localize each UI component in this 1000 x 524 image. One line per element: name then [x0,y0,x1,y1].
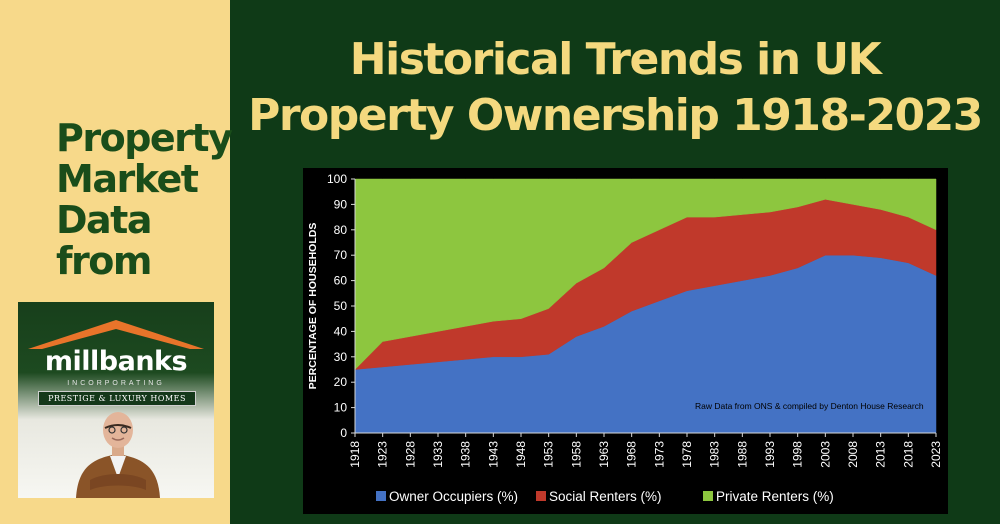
sidebar-heading-line: Market [56,157,199,201]
sidebar-heading-line: Data [56,198,153,242]
x-tick-label: 1943 [486,441,500,468]
y-tick-label: 80 [334,223,348,237]
x-tick-label: 1998 [791,441,805,468]
y-tick-label: 70 [334,248,348,262]
left-panel: Property Market Data from millbanks INCO… [0,0,233,524]
x-tick-label: 1928 [403,441,417,468]
source-annotation: Raw Data from ONS & compiled by Denton H… [695,401,924,411]
sidebar-heading-line: from [56,239,152,283]
area-series-2 [354,178,937,371]
x-tick-label: 2018 [901,441,915,468]
y-tick-label: 0 [340,426,347,440]
x-tick-label: 2008 [846,441,860,468]
x-tick-label: 1983 [708,441,722,468]
x-tick-label: 1968 [625,441,639,468]
y-tick-label: 60 [334,274,348,288]
person-photo-icon [76,412,160,498]
brand-name: millbanks [44,346,188,377]
y-tick-label: 10 [334,401,348,415]
sidebar-heading: Property Market Data from [56,116,233,283]
roof-icon [28,320,204,349]
y-tick-label: 90 [334,197,348,211]
x-tick-label: 1963 [597,441,611,468]
page-title: Historical Trends in UK Property Ownersh… [230,32,1000,144]
x-tick-label: 1973 [652,441,666,468]
legend-swatch-0 [376,491,386,501]
x-tick-label: 1993 [763,441,777,468]
legend-swatch-1 [536,491,546,501]
y-axis-label: PERCENTAGE OF HOUSEHOLDS [307,223,319,390]
y-tick-label: 30 [334,350,348,364]
brand-subtitle: INCORPORATING [67,380,165,387]
y-tick-label: 50 [334,299,348,313]
x-tick-label: 2003 [818,441,832,468]
sidebar-heading-line: Property [56,116,233,160]
x-tick-label: 2023 [929,441,943,468]
y-tick-label: 20 [334,375,348,389]
legend-label-1: Social Renters (%) [549,489,662,504]
legend-label-0: Owner Occupiers (%) [389,489,518,504]
x-tick-label: 1948 [514,441,528,468]
title-line: Property Ownership 1918-2023 [248,90,983,141]
x-tick-label: 1938 [459,441,473,468]
legend-label-2: Private Renters (%) [716,489,834,504]
chart-frame: 0 10 20 30 40 50 60 70 80 90 100 1918 1923 1928 1933 19… [303,168,948,514]
y-tick-label: 100 [327,172,347,186]
x-tick-label: 1933 [431,441,445,468]
x-tick-label: 1958 [569,441,583,468]
x-tick-label: 1918 [348,441,362,468]
x-tick-label: 1953 [542,441,556,468]
company-logo-card: millbanks INCORPORATING PRESTIGE & LUXUR… [18,302,214,498]
title-line: Historical Trends in UK [349,34,882,85]
y-tick-label: 40 [334,324,348,338]
x-tick-label: 2013 [874,441,888,468]
legend-swatch-2 [703,491,713,501]
brand-banner: PRESTIGE & LUXURY HOMES [38,391,196,406]
area-chart: 0 10 20 30 40 50 60 70 80 90 100 1918 1923 1928 1933 19… [307,172,943,504]
x-tick-label: 1978 [680,441,694,468]
x-tick-label: 1923 [376,441,390,468]
x-tick-label: 1988 [735,441,749,468]
